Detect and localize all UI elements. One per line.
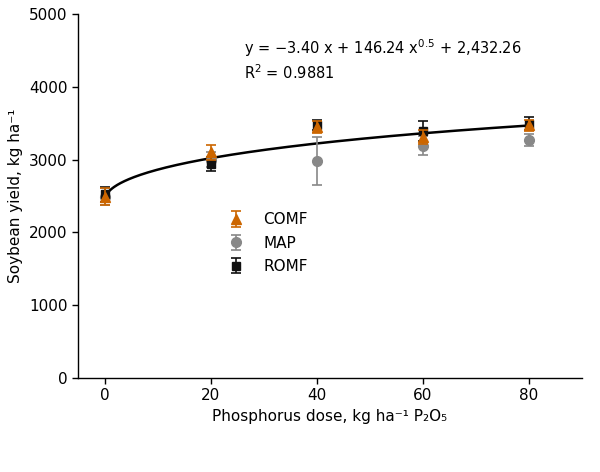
Text: R$^{2}$ = 0.9881: R$^{2}$ = 0.9881 <box>244 63 335 82</box>
Legend: COMF, MAP, ROMF: COMF, MAP, ROMF <box>227 212 308 274</box>
Y-axis label: Soybean yield, kg ha⁻¹: Soybean yield, kg ha⁻¹ <box>8 109 23 283</box>
Text: y = $-$3.40 x + 146.24 x$^{0.5}$ + 2,432.26: y = $-$3.40 x + 146.24 x$^{0.5}$ + 2,432… <box>244 38 522 59</box>
X-axis label: Phosphorus dose, kg ha⁻¹ P₂O₅: Phosphorus dose, kg ha⁻¹ P₂O₅ <box>212 409 448 423</box>
